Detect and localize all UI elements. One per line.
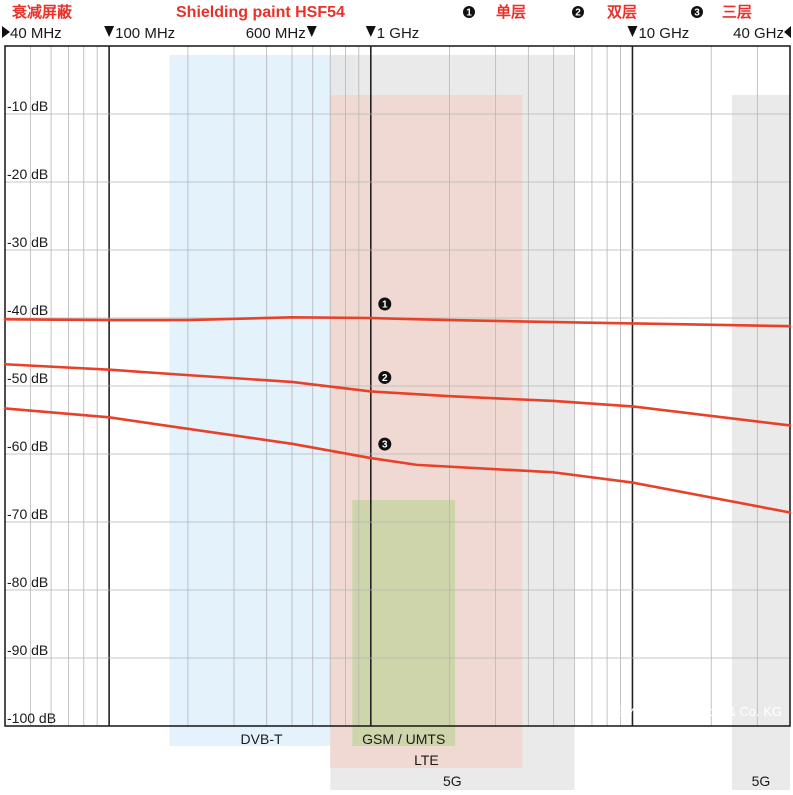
series-line-2 bbox=[3, 362, 792, 427]
freq-label-1: 100 MHz bbox=[115, 25, 175, 42]
y-tick-label-3: -40 dB bbox=[7, 302, 48, 318]
legend-marker-1-icon bbox=[463, 6, 475, 18]
band-label-3: GSM / UMTS bbox=[362, 731, 445, 747]
y-tick-label-4: -50 dB bbox=[7, 370, 48, 386]
series-marker-3-number: 3 bbox=[382, 440, 388, 451]
band-label-0: DVB-T bbox=[241, 731, 283, 747]
freq-label-3: 1 GHz bbox=[377, 25, 420, 42]
band-0 bbox=[169, 55, 354, 746]
chart-title: Shielding paint HSF54 bbox=[176, 4, 345, 21]
band-label-2: LTE bbox=[414, 752, 439, 768]
legend-marker-2-icon bbox=[572, 6, 584, 18]
copyright-notice: © YSHIELD GmbH & Co. KG bbox=[614, 704, 782, 719]
y-tick-label-2: -30 dB bbox=[7, 234, 48, 250]
band-3 bbox=[352, 500, 456, 746]
band-4 bbox=[731, 95, 790, 790]
freq-marker-3-icon bbox=[365, 26, 376, 37]
band-label-1: 5G bbox=[443, 773, 462, 789]
legend-marker-2-number: 2 bbox=[575, 8, 581, 19]
freq-label-2: 600 MHz bbox=[246, 25, 306, 42]
legend-marker-3-number: 3 bbox=[694, 8, 700, 19]
y-tick-label-8: -90 dB bbox=[7, 642, 48, 658]
y-tick-label-9: -100 dB bbox=[7, 710, 56, 726]
axis-labels: -10 dB -20 dB -30 dB -40 dB -50 dB -60 dB -70 … bbox=[2, 25, 791, 726]
chart-title-cn: 衰减屏蔽 bbox=[11, 3, 73, 21]
freq-label-5: 40 GHz bbox=[733, 25, 784, 42]
plot-frame bbox=[4, 45, 791, 727]
series-marker-3-icon bbox=[378, 437, 392, 451]
y-tick-label-0: -10 dB bbox=[7, 98, 48, 114]
y-tick-label-6: -70 dB bbox=[7, 506, 48, 522]
legend-marker-3-icon bbox=[691, 6, 703, 18]
legend-label-2: 双层 bbox=[607, 4, 637, 21]
legend-marker-1-number: 1 bbox=[466, 8, 472, 19]
series-marker-1-number: 1 bbox=[382, 300, 388, 311]
y-tick-label-1: -20 dB bbox=[7, 166, 48, 182]
freq-marker-5-icon bbox=[784, 26, 791, 38]
freq-marker-0-icon bbox=[2, 26, 10, 38]
legend-label-3: 三层 bbox=[722, 4, 752, 21]
series-marker-2-number: 2 bbox=[382, 373, 388, 384]
series-line-1 bbox=[3, 316, 792, 328]
attenuation-curves: 1 2 3 bbox=[3, 297, 792, 514]
grid bbox=[4, 45, 791, 727]
band-label-4: 5G bbox=[752, 773, 771, 789]
freq-label-4: 10 GHz bbox=[638, 25, 689, 42]
legend: 1 单层 2 双层 3 三层 bbox=[463, 3, 752, 21]
legend-label-1: 单层 bbox=[496, 3, 526, 21]
series-marker-2-icon bbox=[378, 370, 392, 384]
freq-marker-1-icon bbox=[104, 26, 115, 37]
freq-label-0: 40 MHz bbox=[10, 25, 62, 42]
y-tick-label-7: -80 dB bbox=[7, 574, 48, 590]
series-marker-1-icon bbox=[378, 297, 392, 311]
series-line-3 bbox=[3, 407, 792, 514]
freq-marker-2-icon bbox=[306, 26, 317, 37]
y-tick-label-5: -60 dB bbox=[7, 438, 48, 454]
freq-marker-4-icon bbox=[627, 26, 638, 37]
